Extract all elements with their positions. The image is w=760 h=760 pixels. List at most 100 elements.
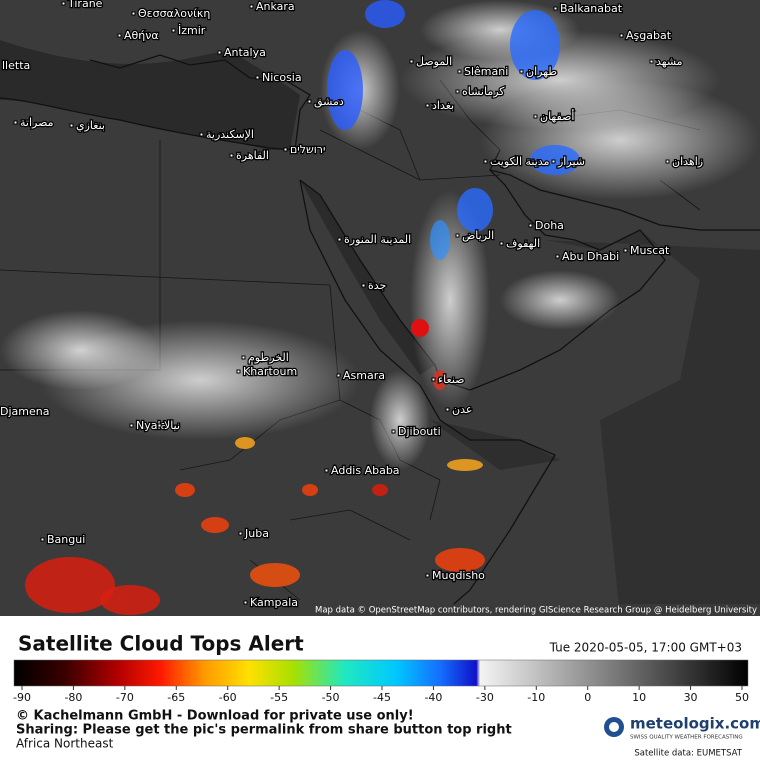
satellite-map: Map data © OpenStreetMap contributors, r…: [0, 0, 760, 617]
city-marker: [619, 33, 624, 38]
city-marker: [455, 233, 460, 238]
map-attribution: Map data © OpenStreetMap contributors, r…: [315, 606, 757, 616]
city-label: صنعاء: [438, 373, 465, 386]
city-label: ירושלים: [290, 143, 325, 156]
map-labels: Tirane Θεσσαλονίκη Ankara Αθήνα İzmir An…: [0, 0, 704, 610]
city-marker: [425, 573, 430, 578]
city-label: الموصل: [416, 55, 452, 68]
color-scale: [13, 659, 749, 687]
copyright: © Kachelmann GmbH - Download for private…: [16, 709, 414, 724]
city-label: عدن: [452, 403, 472, 416]
city-label: Addis Ababa: [331, 464, 400, 477]
city-label: Αθήνα: [124, 29, 159, 42]
city-label: Antalya: [224, 46, 266, 59]
scale-tick-label: -65: [167, 691, 185, 704]
brand: meteologix.com: [630, 715, 760, 733]
city-marker: [238, 531, 243, 536]
city-label: Abu Dhabi: [562, 250, 619, 263]
city-label: Doha: [535, 219, 564, 232]
city-marker: [361, 283, 366, 288]
city-label: نيالا: [164, 419, 180, 432]
city-label: Kampala: [250, 596, 298, 609]
city-label: Nyala: [136, 419, 167, 432]
city-label: كرمانشاه: [462, 85, 505, 98]
region: Africa Northeast: [16, 737, 114, 751]
city-label: Θεσσαλονίκη: [138, 7, 210, 20]
city-marker: [455, 89, 460, 94]
scale-tick-label: 0: [584, 691, 591, 704]
scale-tick-label: -45: [373, 691, 391, 704]
city-marker: [117, 33, 122, 38]
city-marker: [249, 4, 254, 9]
city-label: Asmara: [343, 369, 385, 382]
city-label: Balkanabat: [560, 2, 623, 15]
city-marker: [40, 537, 45, 542]
city-marker: [283, 147, 288, 152]
city-marker: [243, 600, 248, 605]
city-marker: [307, 99, 312, 104]
city-marker: [129, 423, 134, 428]
scale-tick-label: -10: [527, 691, 545, 704]
city-marker: [499, 241, 504, 246]
city-marker: [324, 468, 329, 473]
city-label: المدينة المنورة: [344, 233, 411, 246]
city-label: Djibouti: [398, 425, 441, 438]
city-label: Bangui: [47, 533, 85, 546]
city-marker: [665, 159, 670, 164]
scale-tick-label: -50: [322, 691, 340, 704]
city-label: مصراتة: [20, 116, 54, 129]
city-label: بنغازي: [76, 119, 105, 132]
scale-tick-label: -60: [219, 691, 237, 704]
scale-tick-label: -40: [424, 691, 442, 704]
city-marker: [553, 6, 558, 11]
city-marker: [519, 69, 524, 74]
city-marker: [391, 429, 396, 434]
city-marker: [528, 223, 533, 228]
city-label: Aşgabat: [626, 29, 672, 42]
city-marker: [649, 59, 654, 64]
city-label: İzmir: [178, 24, 206, 37]
city-label: طهران: [526, 65, 557, 78]
city-label: Tirane: [67, 0, 103, 10]
city-marker: [337, 237, 342, 242]
legend-title: Satellite Cloud Tops Alert: [18, 632, 304, 656]
city-label: Slêmani: [464, 65, 508, 78]
city-label: مشهد: [656, 55, 683, 68]
city-marker: [229, 153, 234, 158]
city-label: Juba: [244, 527, 269, 540]
city-label: lletta: [2, 59, 30, 72]
city-marker: [409, 59, 414, 64]
city-marker: [483, 159, 488, 164]
brand-logo: [604, 717, 624, 737]
city-label: الهفوف: [506, 237, 540, 250]
city-marker: [555, 254, 560, 259]
city-marker: [131, 11, 136, 16]
city-label: الإسكندرية: [206, 128, 254, 141]
city-label: مدينة الكويت: [490, 155, 550, 168]
city-label: Khartoum: [243, 365, 297, 378]
data-source: Satellite data: EUMETSAT: [634, 749, 742, 759]
city-label: بغداد: [432, 99, 454, 112]
city-marker: [61, 1, 66, 6]
city-label: Muscat: [630, 244, 670, 257]
scale-tick-label: 10: [632, 691, 646, 704]
scale-tick-label: 50: [735, 691, 749, 704]
city-label: Ankara: [256, 0, 295, 13]
city-label: Nicosia: [262, 71, 302, 84]
scale-tick-label: -70: [116, 691, 134, 704]
city-marker: [336, 373, 341, 378]
city-marker: [255, 75, 260, 80]
timestamp: Tue 2020-05-05, 17:00 GMT+03: [549, 641, 742, 655]
sharing-note: Sharing: Please get the pic's permalink …: [16, 723, 512, 738]
city-marker: [199, 132, 204, 137]
city-label: القاهرة: [236, 149, 269, 162]
city-label: شيراز: [557, 155, 585, 168]
city-marker: [69, 123, 74, 128]
city-label: الرياض: [462, 229, 494, 242]
city-label: Muqdisho: [432, 569, 485, 582]
city-label: الخرطوم: [248, 351, 289, 364]
city-marker: [533, 114, 538, 119]
scale-tick-label: -30: [476, 691, 494, 704]
city-marker: [236, 369, 241, 374]
